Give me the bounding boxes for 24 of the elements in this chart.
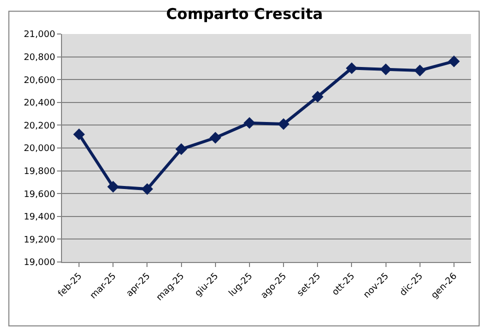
point [73, 128, 85, 140]
point [175, 143, 188, 155]
y-tick-label: 19,400 [24, 212, 56, 223]
point [244, 117, 256, 129]
point [107, 180, 119, 193]
y-tick-label: 20,600 [24, 76, 56, 86]
point [380, 63, 392, 76]
y-tick-label: 20,400 [24, 98, 56, 109]
y-tick-label: 20,800 [24, 52, 56, 63]
y-tick-label: 20,000 [24, 144, 56, 154]
point [346, 62, 358, 74]
chart-title: Comparto Crescita [166, 4, 323, 23]
y-tick-label: 21,000 [24, 30, 56, 40]
point [278, 118, 290, 130]
y-tick-label: 19,600 [24, 190, 56, 200]
point [141, 183, 154, 195]
y-tick-label: 20,200 [24, 121, 56, 132]
point [210, 132, 222, 144]
point [312, 90, 324, 103]
point [448, 56, 460, 68]
y-tick-label: 19,200 [24, 235, 56, 246]
y-tick-label: 19,800 [24, 166, 56, 177]
point [414, 64, 426, 76]
y-tick-label: 19,000 [24, 258, 56, 268]
